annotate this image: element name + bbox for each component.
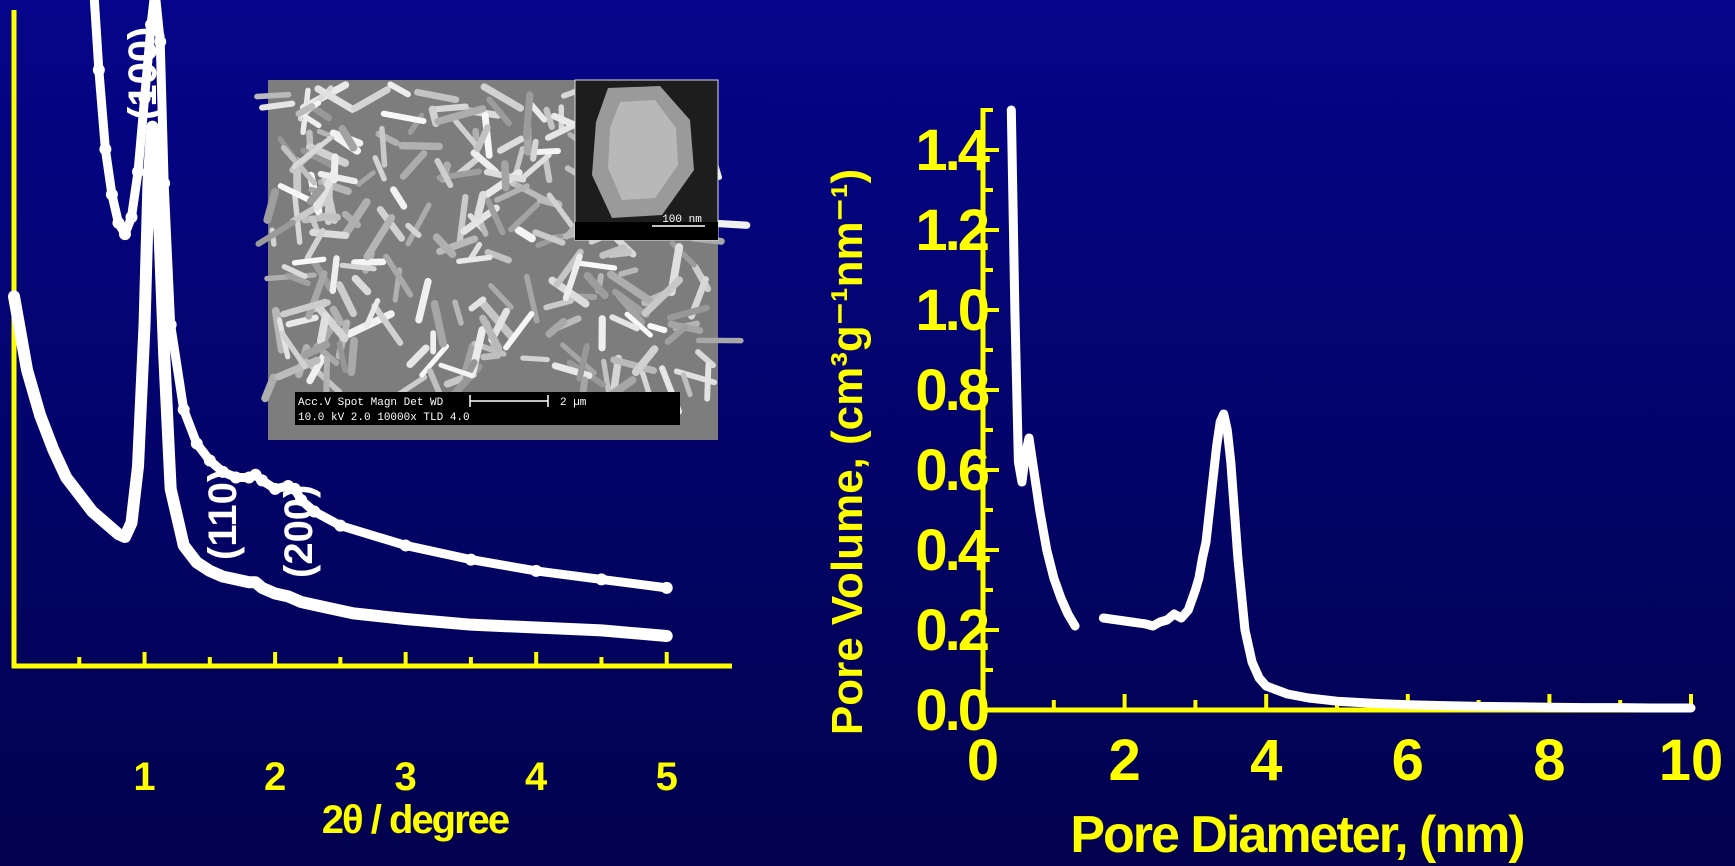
nanorod: [546, 160, 549, 180]
pore-x-tick-label: 0: [967, 728, 999, 793]
nanorod: [621, 270, 635, 274]
pore-x-tick-label: 2: [1108, 728, 1140, 793]
nanorod: [402, 146, 439, 147]
nanorod: [295, 259, 324, 263]
nanorod: [478, 195, 483, 215]
pore-y-axis-label: Pore Volume, (cm³g⁻¹nm⁻¹): [823, 169, 872, 735]
xrd-data-point: [191, 438, 203, 450]
pore-x-tick-label: 10: [1659, 728, 1724, 793]
xrd-x-tick-label: 4: [525, 755, 548, 799]
xrd-data-point: [112, 217, 124, 229]
xrd-data-point: [99, 143, 111, 155]
micrograph-closeup-inset: 100 nm: [575, 80, 718, 240]
nanorod: [533, 142, 536, 159]
xrd-data-point: [119, 228, 131, 240]
micrograph-scale-label: 2 µm: [560, 397, 587, 409]
peak-label-110: (110): [201, 469, 245, 560]
pore-x-tick-label: 4: [1250, 728, 1282, 793]
nanorod: [262, 104, 292, 108]
nanorod: [322, 217, 337, 218]
pore-series-segment-1: [1011, 110, 1075, 626]
nanorod: [707, 365, 708, 399]
xrd-data-point: [93, 64, 105, 76]
pore-y-tick-label: 1.2: [915, 198, 987, 263]
peak-label-200: (200): [277, 485, 321, 578]
nanorod: [382, 129, 385, 165]
xrd-data-point: [204, 455, 216, 467]
xrd-x-tick-label: 5: [656, 755, 678, 799]
xrd-data-point: [125, 211, 137, 223]
pore-y-tick-label: 0.8: [915, 358, 988, 423]
xrd-x-tick-label: 2: [264, 755, 286, 799]
nanorod: [523, 358, 547, 359]
pore-y-tick-label: 0.2: [915, 598, 987, 663]
pore-x-axis-label: Pore Diameter, (nm): [1070, 806, 1523, 864]
xrd-x-tick-label: 1: [133, 755, 155, 799]
pore-y-tick-label: 1.0: [915, 278, 987, 343]
sem-micrograph: Acc.V Spot Magn Det WD 10.0 kV 2.0 10000…: [257, 80, 747, 440]
xrd-data-point: [132, 166, 144, 178]
xrd-data-point: [595, 573, 607, 585]
xrd-x-tick-label: 3: [395, 755, 417, 799]
pore-chart: 0.0 0.2 0.4 0.6 0.8 1.0 1.2 1.4 0 2 4 6 8 10 Pore Vo…: [823, 108, 1723, 864]
pore-x-tick-label: 8: [1533, 728, 1565, 793]
nanorod: [354, 262, 383, 263]
xrd-data-point: [465, 554, 477, 566]
nanorod: [433, 107, 466, 110]
micrograph-info-values: 10.0 kV 2.0 10000x TLD 4.0: [298, 412, 470, 424]
xrd-x-axis-label: 2θ / degree: [322, 798, 509, 842]
pore-curve: [1011, 110, 1691, 708]
nanorod: [526, 95, 529, 136]
xrd-data-point: [334, 520, 346, 532]
xrd-x-ticks: 1 2 3 4 5: [79, 652, 678, 799]
xrd-data-point: [530, 565, 542, 577]
nanorod: [505, 164, 506, 188]
pore-series-segment-2: [1103, 414, 1691, 708]
xrd-data-point: [178, 404, 190, 416]
xrd-data-point: [400, 539, 412, 551]
xrd-data-point: [256, 474, 268, 486]
nanorod: [650, 326, 664, 330]
pore-x-tick-label: 6: [1392, 728, 1424, 793]
pore-y-tick-label: 0.4: [915, 518, 989, 583]
nanorod: [484, 355, 498, 357]
pore-y-tick-label: 0.6: [915, 438, 988, 503]
nanorod: [459, 257, 490, 261]
xrd-data-point: [106, 189, 118, 201]
closeup-scale-label: 100 nm: [662, 214, 702, 226]
micrograph-info-text: Acc.V Spot Magn Det WD: [298, 397, 444, 409]
pore-y-ticks: 0.00.20.40.60.81.01.21.4: [915, 110, 999, 743]
xrd-data-point: [661, 582, 673, 594]
pore-y-tick-label: 1.4: [915, 118, 989, 183]
nanorod: [321, 316, 326, 341]
peak-label-100: (100): [121, 27, 165, 120]
nanorod: [342, 265, 374, 268]
nanorod: [257, 95, 289, 97]
nanorod: [351, 341, 354, 372]
